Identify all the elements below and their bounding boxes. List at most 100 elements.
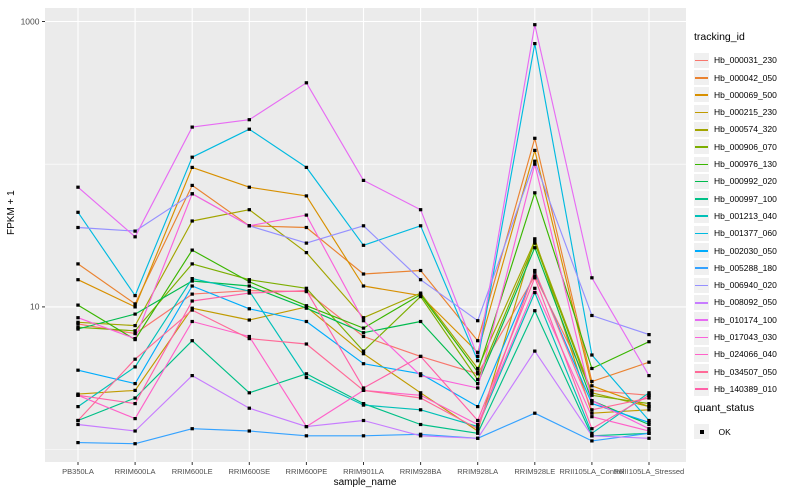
data-point bbox=[361, 243, 366, 247]
x-tick-label: RRIM901LA bbox=[343, 467, 384, 476]
data-point bbox=[590, 402, 594, 406]
data-point bbox=[418, 396, 423, 400]
data-point bbox=[533, 162, 537, 166]
data-point bbox=[647, 360, 651, 364]
data-point bbox=[590, 366, 594, 371]
data-point bbox=[418, 224, 423, 228]
data-point bbox=[76, 225, 80, 230]
data-point bbox=[361, 319, 366, 323]
data-point bbox=[133, 442, 137, 446]
legend-key-line-icon bbox=[694, 329, 709, 345]
data-point bbox=[476, 436, 480, 440]
data-point bbox=[190, 155, 194, 159]
data-point bbox=[533, 136, 537, 140]
data-point bbox=[76, 320, 80, 324]
data-point bbox=[361, 331, 366, 335]
legend-item-Hb_008092_050: Hb_008092_050 bbox=[694, 294, 777, 310]
data-point bbox=[304, 434, 309, 438]
data-point bbox=[361, 349, 366, 353]
legend-item-label: Hb_000574_320 bbox=[714, 124, 777, 135]
data-point bbox=[247, 406, 251, 410]
data-point bbox=[133, 332, 137, 336]
data-point bbox=[418, 295, 423, 299]
data-point bbox=[133, 365, 137, 369]
quant-ok-square-icon bbox=[694, 424, 709, 440]
data-point bbox=[190, 248, 194, 252]
legend-item-label: Hb_010174_100 bbox=[714, 314, 777, 325]
data-point bbox=[418, 278, 423, 282]
legend-item-Hb_005288_180: Hb_005288_180 bbox=[694, 259, 777, 276]
data-point bbox=[533, 286, 537, 290]
data-point bbox=[533, 270, 537, 274]
data-point bbox=[133, 294, 137, 298]
data-point bbox=[590, 379, 594, 384]
legend-item-Hb_010174_100: Hb_010174_100 bbox=[694, 311, 777, 328]
legend-item-Hb_034507_050: Hb_034507_050 bbox=[694, 363, 777, 380]
legend-key-line-icon bbox=[694, 381, 709, 397]
legend-item-label: Hb_005288_180 bbox=[714, 262, 777, 273]
legend-key-line-icon bbox=[694, 294, 709, 310]
data-point bbox=[476, 319, 480, 323]
data-point bbox=[247, 334, 251, 339]
data-point bbox=[304, 194, 309, 198]
data-point bbox=[304, 251, 309, 255]
legend-key-line-icon bbox=[694, 70, 709, 86]
data-point bbox=[647, 420, 651, 424]
data-point bbox=[590, 427, 594, 431]
data-point bbox=[418, 408, 423, 412]
data-point bbox=[647, 393, 651, 397]
data-point bbox=[647, 374, 651, 378]
data-point bbox=[190, 427, 194, 431]
legend-item-Hb_000997_100: Hb_000997_100 bbox=[694, 190, 777, 207]
data-point bbox=[647, 408, 651, 412]
legend-key-line-icon bbox=[694, 173, 709, 189]
data-point bbox=[476, 350, 480, 354]
data-point bbox=[418, 422, 423, 427]
data-point bbox=[76, 422, 80, 427]
legend-item-label: Hb_000992_020 bbox=[714, 176, 777, 187]
data-point bbox=[361, 434, 366, 438]
data-point bbox=[647, 340, 651, 344]
legend-item-Hb_000992_020: Hb_000992_020 bbox=[694, 173, 777, 189]
data-point bbox=[133, 417, 137, 421]
data-point bbox=[247, 307, 251, 311]
data-point bbox=[647, 436, 651, 440]
data-point bbox=[190, 339, 194, 343]
data-point bbox=[476, 431, 480, 435]
legend-item-label: Hb_000031_230 bbox=[714, 55, 777, 66]
legend-item-Hb_017043_030: Hb_017043_030 bbox=[694, 328, 777, 345]
data-point bbox=[647, 405, 651, 409]
data-point bbox=[304, 375, 309, 380]
data-point bbox=[590, 384, 594, 388]
legend-item-label: Hb_000976_130 bbox=[714, 159, 777, 170]
legend-item-label: Hb_008092_050 bbox=[714, 297, 777, 308]
legend-item-Hb_000574_320: Hb_000574_320 bbox=[694, 121, 777, 137]
data-point bbox=[533, 309, 537, 313]
legend-key-line-icon bbox=[694, 104, 709, 120]
data-point bbox=[190, 299, 194, 303]
data-point bbox=[190, 308, 194, 312]
data-point bbox=[76, 418, 80, 423]
data-point bbox=[304, 225, 309, 230]
data-point bbox=[476, 354, 480, 358]
data-point bbox=[247, 280, 251, 284]
legend-key-line-icon bbox=[694, 191, 709, 207]
data-point bbox=[190, 219, 194, 223]
data-point bbox=[247, 118, 251, 122]
data-point bbox=[590, 391, 594, 395]
legend-key-line-icon bbox=[694, 139, 709, 155]
data-point bbox=[133, 329, 137, 333]
data-point bbox=[133, 396, 137, 400]
data-point bbox=[133, 429, 137, 433]
legend-item-label: Hb_000215_230 bbox=[714, 107, 777, 118]
data-point bbox=[76, 278, 80, 282]
data-point bbox=[361, 362, 366, 366]
data-point bbox=[476, 429, 480, 433]
data-point bbox=[418, 268, 423, 273]
data-point bbox=[476, 370, 480, 374]
x-tick-label: RRII105LA_Control bbox=[559, 467, 624, 476]
legend-item-Hb_000906_070: Hb_000906_070 bbox=[694, 138, 777, 155]
data-point bbox=[476, 372, 480, 376]
data-point bbox=[304, 319, 309, 324]
